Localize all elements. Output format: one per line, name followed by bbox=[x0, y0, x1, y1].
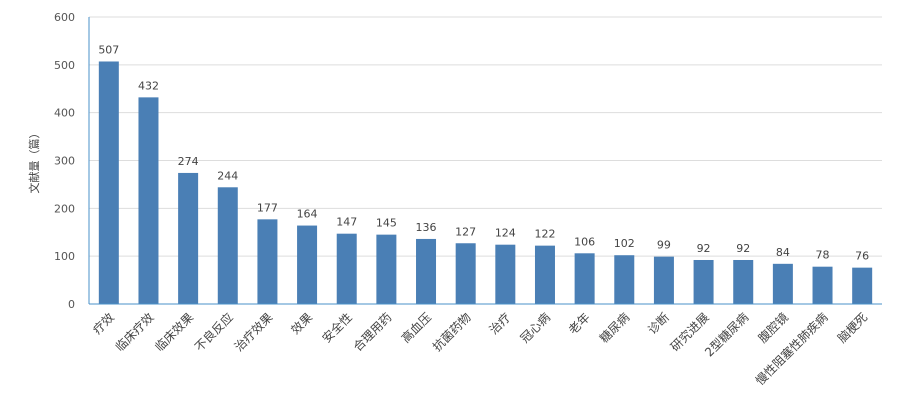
category-label: 治疗 bbox=[487, 310, 514, 337]
data-label: 164 bbox=[297, 208, 318, 221]
data-label: 274 bbox=[178, 155, 199, 168]
bar bbox=[534, 245, 555, 304]
data-label: 507 bbox=[98, 43, 119, 56]
bar bbox=[733, 259, 754, 304]
bar bbox=[852, 267, 873, 304]
grid-lines bbox=[89, 16, 882, 257]
bar bbox=[416, 238, 437, 304]
category-label: 冠心病 bbox=[517, 310, 553, 346]
data-label: 124 bbox=[495, 227, 516, 240]
bar bbox=[297, 225, 318, 304]
bar bbox=[653, 256, 674, 304]
data-label: 244 bbox=[217, 169, 238, 182]
bar bbox=[336, 233, 357, 304]
y-tick-label: 400 bbox=[54, 107, 75, 120]
category-label: 慢性阻塞性肺疾病 bbox=[752, 310, 830, 388]
data-label: 127 bbox=[455, 225, 476, 238]
y-tick-label: 200 bbox=[54, 202, 75, 215]
category-label: 不良反应 bbox=[191, 310, 236, 355]
data-label: 92 bbox=[736, 242, 750, 255]
category-label: 安全性 bbox=[319, 310, 355, 346]
y-tick-label: 100 bbox=[54, 250, 75, 263]
category-label: 脑梗死 bbox=[834, 310, 870, 346]
data-label: 122 bbox=[534, 228, 555, 241]
y-tick-label: 300 bbox=[54, 155, 75, 168]
category-label: 疗效 bbox=[89, 310, 117, 338]
category-label: 效果 bbox=[288, 310, 316, 338]
category-label: 腹腔镜 bbox=[755, 310, 791, 346]
category-label: 合理用药 bbox=[350, 310, 395, 355]
data-label: 84 bbox=[776, 246, 790, 259]
bar bbox=[574, 253, 595, 304]
y-tick-label: 500 bbox=[54, 59, 75, 72]
bar bbox=[217, 187, 238, 304]
category-label: 老年 bbox=[566, 310, 593, 337]
bar bbox=[178, 172, 199, 304]
category-label: 高血压 bbox=[398, 310, 434, 346]
bar bbox=[455, 243, 476, 304]
data-label: 78 bbox=[816, 249, 830, 262]
bar bbox=[693, 259, 714, 304]
category-label: 抗菌药物 bbox=[429, 310, 474, 355]
y-tick-label: 600 bbox=[54, 11, 75, 24]
category-label: 治疗效果 bbox=[231, 310, 276, 355]
category-label: 2型糖尿病 bbox=[701, 310, 751, 360]
x-axis-categories: 疗效临床疗效临床效果不良反应治疗效果 效果 安全性合理用药 高血压抗菌药物 治疗 冠心病老… bbox=[89, 310, 870, 388]
bar bbox=[98, 61, 119, 304]
data-label: 106 bbox=[574, 235, 595, 248]
category-label: 糖尿病 bbox=[596, 310, 632, 346]
data-label: 432 bbox=[138, 79, 159, 92]
bar bbox=[495, 244, 516, 304]
bars bbox=[98, 61, 873, 304]
bar bbox=[376, 234, 397, 304]
data-label: 177 bbox=[257, 201, 278, 214]
data-label: 99 bbox=[657, 239, 671, 252]
y-axis-title: 文献量（篇） bbox=[27, 128, 41, 194]
y-tick-label: 0 bbox=[68, 298, 75, 311]
data-label: 136 bbox=[416, 221, 437, 234]
data-label: 147 bbox=[336, 216, 357, 229]
category-label: 诊断 bbox=[644, 310, 672, 338]
bar bbox=[614, 255, 635, 304]
bar bbox=[812, 266, 833, 304]
bar bbox=[772, 263, 793, 304]
category-label: 临床效果 bbox=[152, 310, 197, 355]
data-label: 102 bbox=[614, 237, 635, 250]
bar bbox=[138, 97, 159, 304]
y-axis-ticks: 0 100 200 300 400 500 600 bbox=[54, 11, 75, 311]
category-label: 临床疗效 bbox=[112, 310, 157, 355]
data-label: 145 bbox=[376, 217, 397, 230]
data-label: 76 bbox=[855, 250, 869, 263]
data-labels: 507 432 274 244 177 164 147 145 136 127 124 122 106 1… bbox=[98, 43, 869, 262]
data-label: 92 bbox=[697, 242, 711, 255]
bar bbox=[257, 219, 278, 304]
